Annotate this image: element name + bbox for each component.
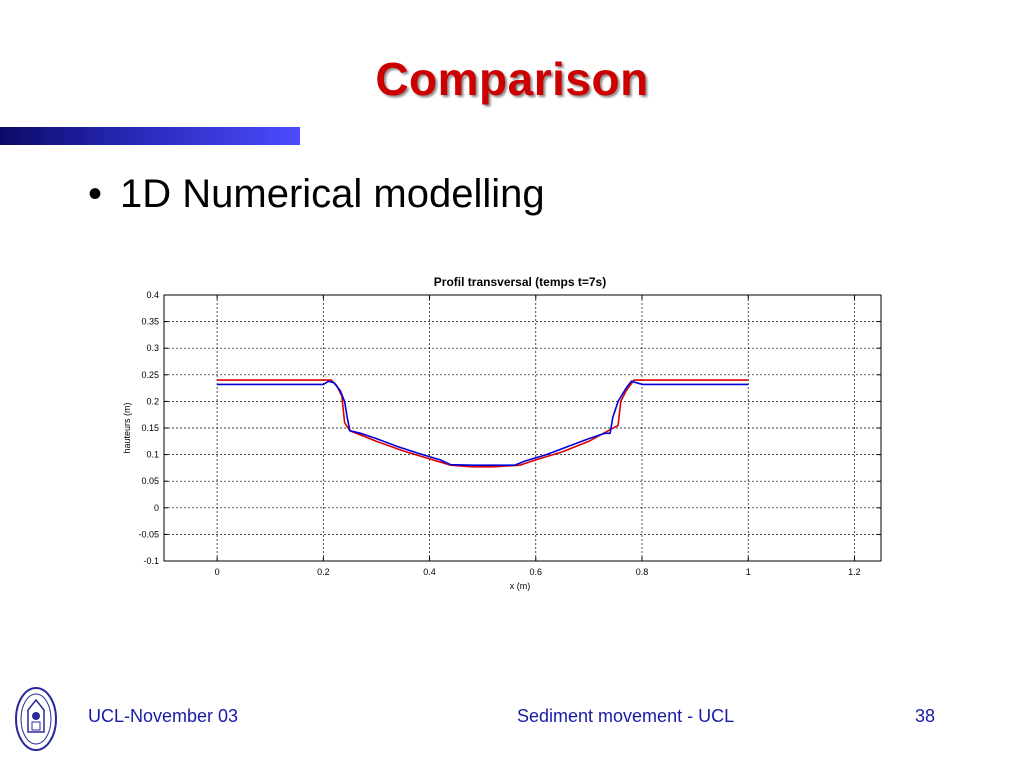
series-line-1 xyxy=(217,379,749,468)
tick-labels: 0 0.2 0.4 0.6 0.8 1 1.2 -0.1 -0.05 0 0.05 0.1 0.15 0.… xyxy=(138,290,881,577)
series-line-2 xyxy=(217,380,749,466)
y-tick-label: 0.3 xyxy=(146,343,159,353)
chart-title: Profil transversal (temps t=7s) xyxy=(434,275,606,289)
x-axis-label: x (m) xyxy=(510,581,531,591)
y-tick-label: 0.4 xyxy=(146,290,159,300)
x-tick-label: 1.2 xyxy=(848,567,861,577)
y-tick-label: 0.35 xyxy=(141,317,159,327)
x-tick-label: 0.8 xyxy=(636,567,649,577)
profile-chart: Profil transversal (temps t=7s) x (m) ha… xyxy=(122,275,882,591)
y-axis-label: hauteurs (m) xyxy=(122,402,132,453)
y-tick-label: 0 xyxy=(154,503,159,513)
y-tick-label: 0.1 xyxy=(146,450,159,460)
series-lines xyxy=(217,379,749,468)
y-tick-label: 0.2 xyxy=(146,396,159,406)
y-tick-label: 0.25 xyxy=(141,370,159,380)
slide-title: Comparison xyxy=(375,53,649,105)
x-tick-label: 0 xyxy=(215,567,220,577)
footer-left: UCL-November 03 xyxy=(88,706,239,726)
bullet-item: • 1D Numerical modelling xyxy=(88,172,545,217)
x-tick-label: 0.2 xyxy=(317,567,330,577)
bullet-text: 1D Numerical modelling xyxy=(120,172,545,216)
y-tick-label: 0.15 xyxy=(141,423,159,433)
footer-center: Sediment movement - UCL xyxy=(517,706,735,726)
bullet-marker: • xyxy=(88,172,103,216)
grid-lines xyxy=(164,294,881,562)
y-tick-label: 0.05 xyxy=(141,476,159,486)
y-tick-label: -0.1 xyxy=(143,556,159,566)
y-tick-label: -0.05 xyxy=(138,529,159,539)
university-seal-icon xyxy=(15,687,57,751)
x-tick-label: 0.6 xyxy=(530,567,543,577)
x-tick-label: 1 xyxy=(746,567,751,577)
x-tick-label: 0.4 xyxy=(423,567,436,577)
page-number: 38 xyxy=(915,706,936,726)
title-accent-bar xyxy=(0,127,300,145)
